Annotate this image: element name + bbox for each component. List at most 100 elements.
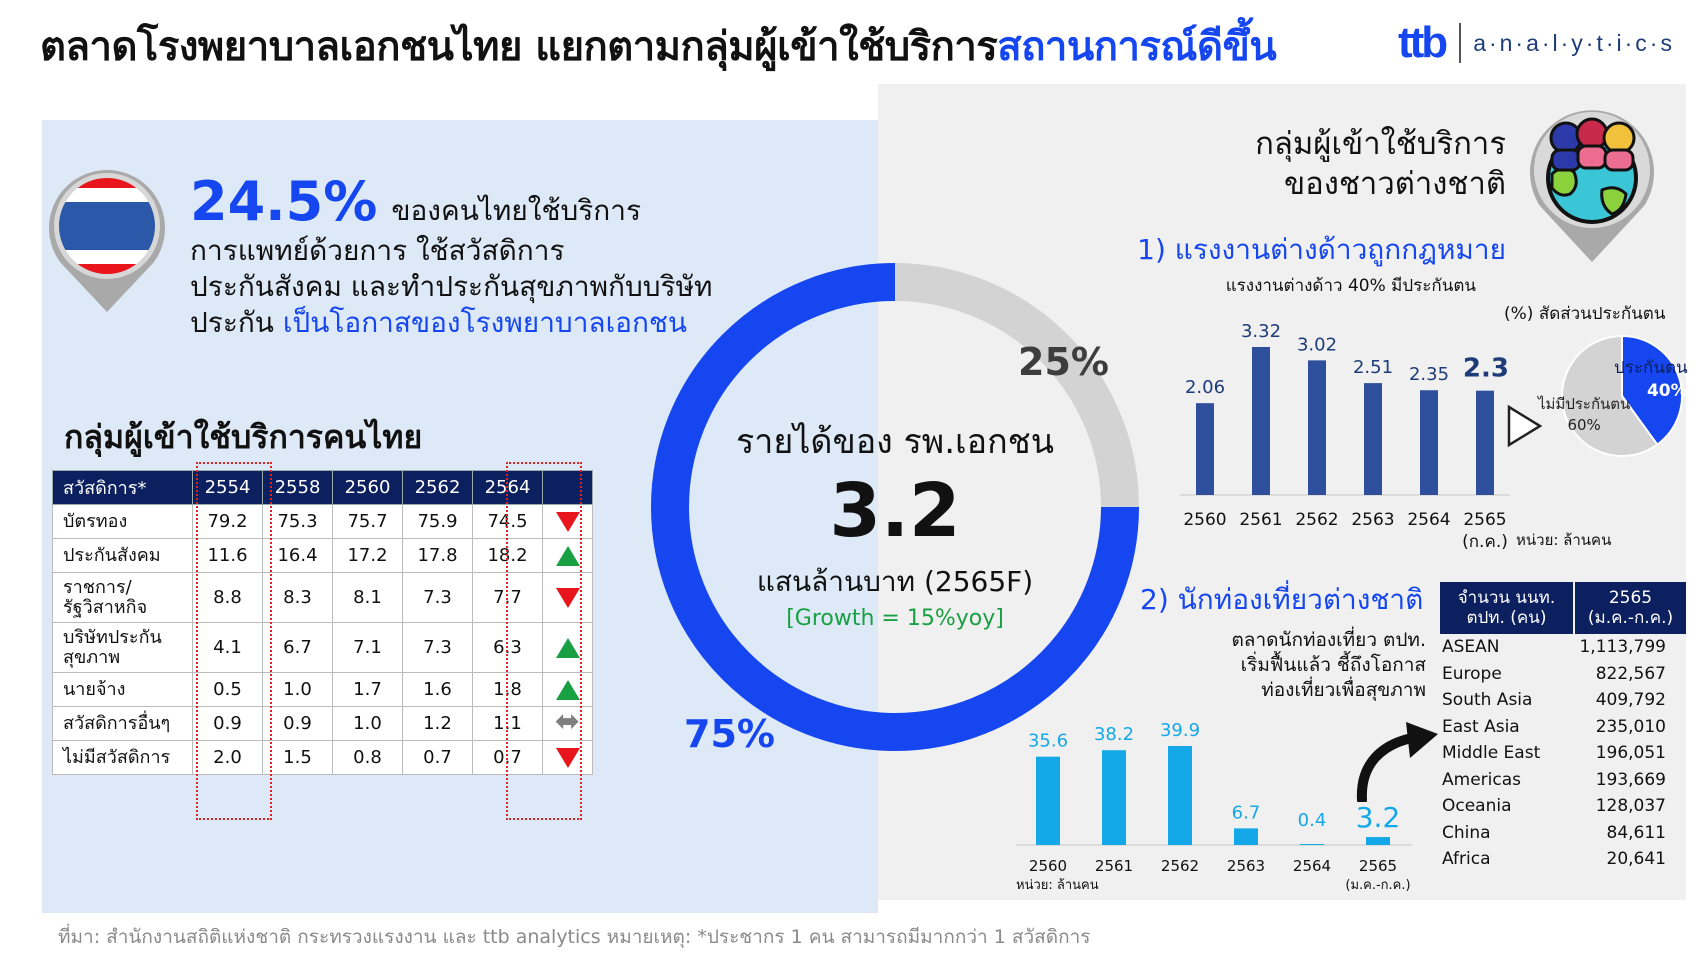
list-item: China 84,611: [1440, 820, 1686, 847]
bar-value-label: 3.02: [1297, 334, 1337, 355]
list-item: Americas 193,669: [1440, 767, 1686, 794]
region-count: 128,037: [1595, 796, 1666, 817]
highlight-box-2564: [506, 462, 582, 820]
workers-subtitle: แรงงานต่างด้าว 40% มีประกันตน: [1225, 276, 1476, 296]
x-tick-label: 2565: [1463, 510, 1506, 530]
bar: [1102, 750, 1126, 845]
page-title: ตลาดโรงพยาบาลเอกชนไทย แยกตามกลุ่มผู้เข้า…: [40, 14, 1277, 78]
region-name: China: [1442, 822, 1491, 843]
bar: [1476, 390, 1494, 495]
value-cell: 79.2: [192, 504, 263, 539]
bar-value-label: 2.06: [1185, 377, 1225, 398]
value-cell: 0.8: [332, 740, 403, 775]
value-cell: 2.0: [192, 740, 263, 775]
table-header-row: สวัสดิการ* 2554 2558 2560 2562 2564: [52, 470, 593, 505]
logo-divider: [1459, 23, 1462, 63]
bar-value-label: 2.51: [1353, 357, 1393, 378]
row-label: ไม่มีสวัสดิการ: [52, 740, 193, 775]
x-tick-label: 2561: [1095, 857, 1133, 875]
trend-flat-icon: ⬌: [542, 706, 593, 741]
region-count: 235,010: [1595, 716, 1666, 737]
people-globe-pin-icon: [1530, 110, 1654, 262]
bar: [1300, 844, 1324, 845]
foreign-title-line1: กลุ่มผู้เข้าใช้บริการ: [1255, 126, 1506, 162]
value-cell: 11.6: [192, 538, 263, 573]
table-row: บริษัทประกัน สุขภาพ 4.1 6.7 7.1 7.3 6.3: [52, 622, 593, 673]
foreign-section-title: กลุ่มผู้เข้าใช้บริการ ของชาวต่างชาติ: [1255, 124, 1506, 204]
play-arrow-icon: [1507, 404, 1543, 448]
region-count: 84,611: [1606, 822, 1666, 843]
value-cell: 17.2: [332, 538, 403, 573]
region-count: 409,792: [1595, 690, 1666, 711]
list-item: Africa 20,641: [1440, 846, 1686, 873]
value-cell: 1.0: [332, 706, 403, 741]
tourists-desc-line3: ท่องเที่ยวเพื่อสุขภาพ: [1261, 679, 1426, 701]
pie-slice: [1621, 334, 1683, 446]
region-count: 20,641: [1606, 849, 1666, 870]
revenue-title: รายได้ของ รพ.เอกชน: [736, 422, 1054, 462]
tourists-description: ตลาดนักท่องเที่ยว ตปท. เริ่มฟื้นแล้ว ชี้…: [1231, 628, 1426, 703]
region-name: ASEAN: [1442, 637, 1500, 658]
tourists-bar-chart: 35.6 2560 38.2 2561 39.9 2562 6.7 2563 0.4 2564 3.…: [1016, 720, 1412, 893]
revenue-growth: [Growth = 15%yoy]: [786, 606, 1004, 631]
value-cell: 17.8: [402, 538, 473, 573]
revenue-unit: แสนล้านบาท (2565F): [756, 565, 1034, 598]
workers-section-title: 1) แรงงานต่างด้าวถูกกฎหมาย: [1137, 233, 1506, 266]
region-name: Middle East: [1442, 743, 1541, 764]
x-tick-label: 2565: [1359, 857, 1397, 875]
curved-arrow-icon: [1356, 722, 1438, 802]
pie-insured-pct: 40%: [1646, 381, 1688, 401]
bar: [1364, 383, 1382, 495]
list-item: East Asia 235,010: [1440, 714, 1686, 741]
value-cell: 75.3: [262, 504, 333, 539]
tour-table-header-count: 2565 (ม.ค.-ก.ค.): [1573, 582, 1686, 634]
x-tick-label: (ม.ค.-ก.ค.): [1345, 878, 1410, 893]
value-cell: 1.5: [262, 740, 333, 775]
region-name: Americas: [1442, 769, 1521, 790]
region-name: South Asia: [1442, 690, 1533, 711]
pie-slice: [1561, 334, 1659, 457]
title-main: ตลาดโรงพยาบาลเอกชนไทย แยกตามกลุ่มผู้เข้า…: [40, 24, 998, 70]
header-cell: 2560: [332, 470, 403, 505]
x-tick-label: 2561: [1239, 510, 1282, 530]
revenue-value: 3.2: [829, 468, 961, 554]
bar: [1308, 360, 1326, 495]
donut-segment: [894, 263, 1139, 508]
tour-table-header-region: จำนวน นนท. ตปท. (คน): [1440, 582, 1574, 634]
x-tick-label: (ก.ค.): [1462, 532, 1508, 552]
bar-value-label: 3.2: [1356, 801, 1401, 834]
thai-stat-block: 24.5% ของคนไทยใช้บริการ การแพทย์ด้วยการ …: [190, 170, 712, 341]
table-row: ราชการ/ รัฐวิสาหกิจ 8.8 8.3 8.1 7.3 7.7: [52, 572, 593, 623]
value-cell: 1.0: [262, 672, 333, 707]
value-cell: 0.7: [402, 740, 473, 775]
right-panel-background: [878, 84, 1686, 900]
row-label: สวัสดิการอื่นๆ: [52, 706, 193, 741]
foreign-title-line2: ของชาวต่างชาติ: [1283, 166, 1506, 202]
bar: [1196, 403, 1214, 495]
x-tick-label: 2563: [1351, 510, 1394, 530]
tourists-section-title: 2) นักท่องเที่ยวต่างชาติ: [1140, 583, 1424, 616]
bar: [1420, 390, 1438, 495]
list-item: South Asia 409,792: [1440, 687, 1686, 714]
bar-value-label: 3.32: [1241, 321, 1281, 342]
value-cell: 1.6: [402, 672, 473, 707]
trend-down-icon: [542, 572, 593, 623]
donut-blue-share: 75%: [684, 712, 775, 756]
pie-label-insured: ประกันตน 40%: [1614, 354, 1688, 401]
x-tick-label: 2562: [1295, 510, 1338, 530]
list-item: Europe 822,567: [1440, 661, 1686, 688]
x-tick-label: 2560: [1029, 857, 1067, 875]
value-cell: 75.9: [402, 504, 473, 539]
donut-segment: [651, 263, 1139, 751]
stat-line2: การแพทย์ด้วยการ ใช้สวัสดิการ: [190, 234, 565, 267]
value-cell: 8.3: [262, 572, 333, 623]
region-count: 193,669: [1595, 769, 1666, 790]
bar: [1252, 347, 1270, 495]
table-row: ประกันสังคม 11.6 16.4 17.2 17.8 18.2: [52, 538, 593, 573]
value-cell: 1.7: [332, 672, 403, 707]
x-tick-label: 2564: [1407, 510, 1450, 530]
header-cell: 2554: [192, 470, 263, 505]
logo-sub: a·n·a·l·y·t·i·c·s: [1473, 29, 1675, 56]
tourists-unit-label: หน่วย: ล้านคน: [1016, 878, 1099, 893]
region-name: East Asia: [1442, 716, 1520, 737]
